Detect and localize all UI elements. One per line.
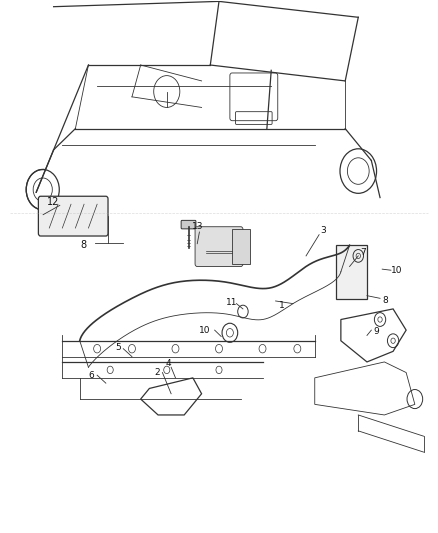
Text: 10: 10 — [391, 266, 403, 275]
FancyBboxPatch shape — [195, 227, 243, 266]
FancyBboxPatch shape — [181, 220, 196, 229]
Text: 9: 9 — [374, 327, 379, 336]
FancyBboxPatch shape — [336, 245, 367, 299]
FancyBboxPatch shape — [39, 196, 108, 236]
Text: 6: 6 — [88, 371, 94, 380]
Text: 4: 4 — [165, 359, 171, 367]
FancyBboxPatch shape — [232, 229, 250, 264]
Text: 8: 8 — [382, 296, 388, 305]
Text: 10: 10 — [199, 326, 210, 335]
Text: 11: 11 — [226, 298, 238, 307]
Text: 1: 1 — [279, 301, 285, 310]
Text: 8: 8 — [80, 240, 86, 251]
Text: 12: 12 — [47, 197, 60, 207]
Text: 5: 5 — [115, 343, 121, 352]
Text: 3: 3 — [321, 227, 326, 236]
Text: 13: 13 — [192, 222, 204, 231]
Text: 7: 7 — [360, 248, 365, 257]
Text: 2: 2 — [154, 368, 160, 377]
